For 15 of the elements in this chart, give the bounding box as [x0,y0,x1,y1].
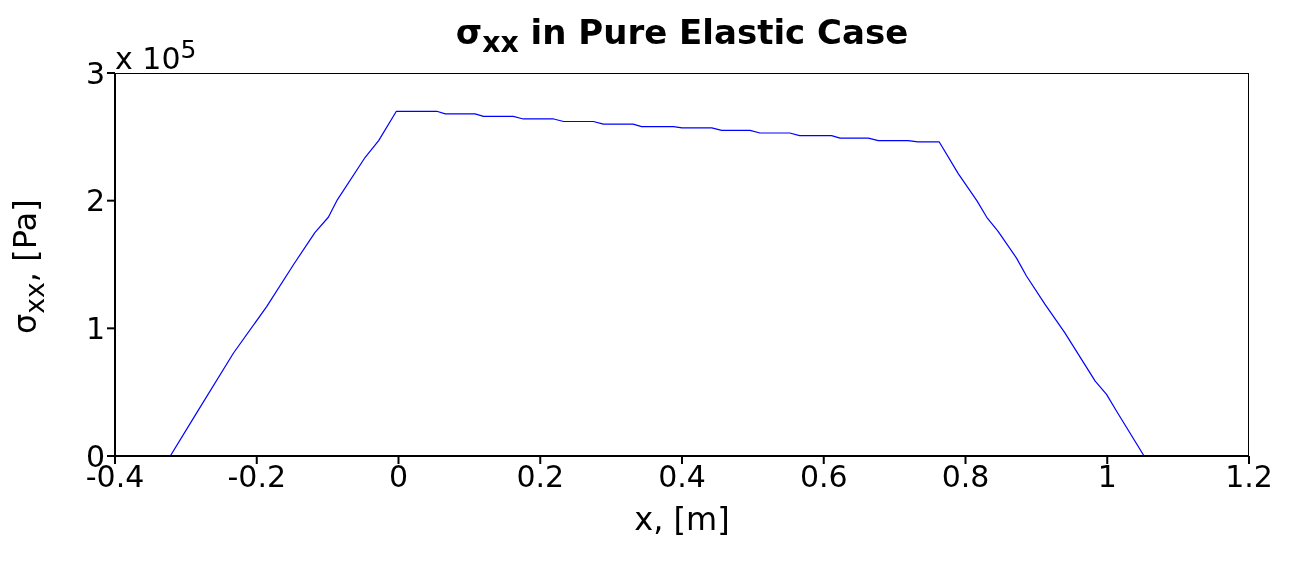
y-tick-label: 3 [85,55,105,91]
x-tick-label: 1 [1097,459,1117,495]
x-tick-label: 1.2 [1225,459,1273,495]
y-tick-label: 1 [85,310,105,346]
x-axis-title: x, [m] [633,500,731,538]
chart-title: σ$_{xx}$ in Pure Elastic Case [455,12,909,59]
x-tick-label: 0.6 [799,459,848,495]
x-tick-label: -0.2 [227,459,287,495]
x-tick-label: 0 [388,459,409,495]
y-tick-label: 2 [85,183,105,219]
x-tick-label: 0.2 [516,459,565,495]
x-tick-label: 0.8 [941,459,990,495]
line-series [169,110,1145,456]
x-tick-label: 0.4 [658,459,706,495]
annotation: x 10$^{5}$ [115,35,197,76]
